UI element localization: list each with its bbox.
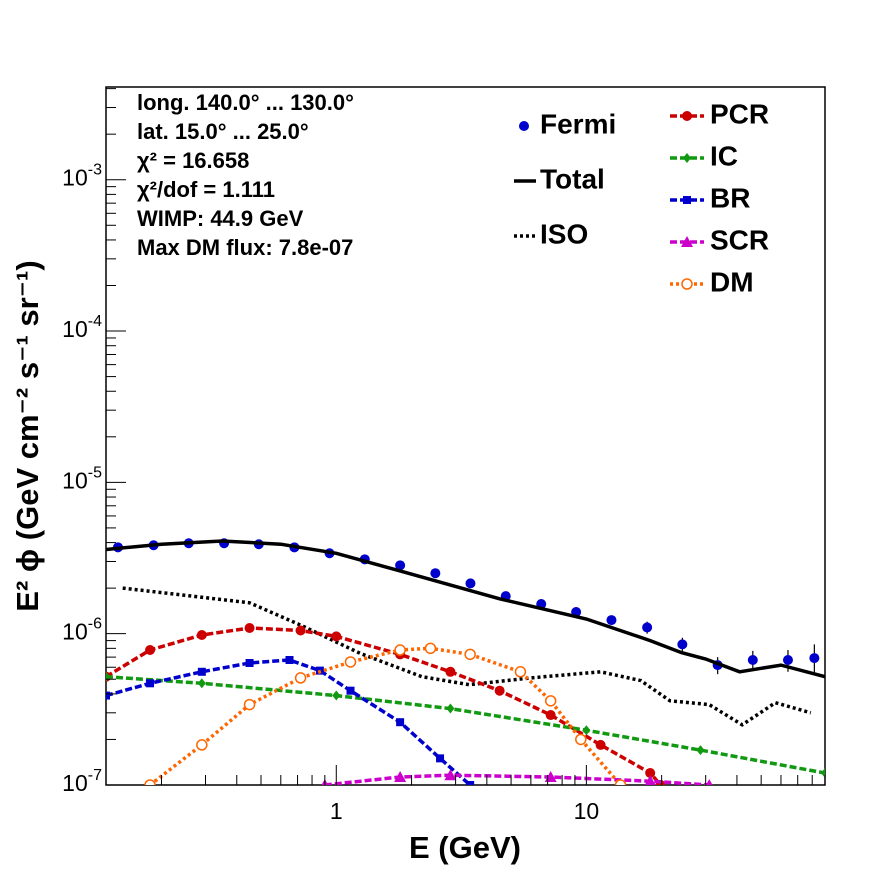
x-tick-label: 1 (330, 798, 343, 824)
y-tick-label: 10-4 (62, 313, 102, 342)
marker (464, 648, 476, 661)
marker (344, 656, 357, 668)
legend-item: DM (670, 266, 754, 297)
marker (144, 779, 156, 785)
marker (582, 725, 591, 736)
annotation: χ² = 16.658 (137, 148, 249, 173)
marker (575, 733, 587, 746)
annotation: χ²/dof = 1.111 (137, 177, 275, 202)
marker (747, 654, 758, 665)
series-line (324, 773, 710, 785)
marker (545, 710, 556, 721)
marker (466, 781, 475, 785)
plot-frame (105, 86, 826, 786)
legend-marker (681, 236, 693, 247)
marker (809, 653, 820, 664)
marker (424, 642, 437, 655)
marker (394, 644, 406, 656)
marker (395, 560, 406, 571)
annotation: WIMP: 44.9 GeV (137, 206, 304, 231)
series-line (106, 539, 825, 679)
marker (245, 659, 254, 668)
marker (445, 666, 456, 677)
y-tick-label: 10-7 (62, 767, 102, 796)
marker (446, 703, 455, 714)
legend-marker (682, 111, 692, 121)
legend-item: PCR (670, 98, 769, 129)
marker (197, 667, 206, 676)
marker (614, 779, 627, 785)
series-line (106, 626, 662, 785)
annotation: Max DM flux: 7.8e-07 (137, 235, 353, 260)
marker (494, 685, 505, 696)
legend-label: DM (710, 266, 754, 297)
marker (595, 739, 606, 750)
legend-item: ISO (514, 218, 588, 249)
marker (782, 654, 793, 665)
x-tick-label: 10 (574, 798, 600, 824)
marker (346, 686, 355, 695)
legend-marker (681, 278, 693, 290)
x-axis-title: E (GeV) (409, 830, 521, 865)
marker (243, 698, 256, 711)
marker (514, 666, 527, 678)
marker (430, 568, 441, 579)
legend-item: Fermi (519, 108, 616, 139)
marker (821, 768, 825, 779)
marker (465, 578, 476, 589)
series-line (106, 674, 825, 775)
legend-item: BR (670, 182, 750, 213)
series-line (122, 586, 812, 727)
legend-label: Total (540, 163, 605, 194)
marker (705, 779, 713, 785)
y-axis-title: E² ϕ (GeV cm⁻² s⁻¹ sr⁻¹) (10, 260, 45, 611)
y-tick-label: 10-3 (62, 162, 102, 191)
legend-item: SCR (670, 224, 769, 255)
marker (285, 655, 294, 664)
series-line (148, 646, 622, 785)
legend-marker (519, 121, 529, 131)
marker (606, 615, 617, 626)
series-line (106, 658, 472, 785)
marker (332, 690, 341, 701)
marker (294, 672, 307, 684)
marker (394, 770, 407, 782)
marker (145, 645, 156, 656)
legend-label: ISO (540, 218, 588, 249)
legend-label: PCR (710, 98, 769, 129)
marker (106, 691, 110, 700)
legend-label: BR (710, 182, 750, 213)
marker (396, 718, 405, 727)
legend-marker (683, 153, 691, 163)
legend-item: IC (670, 140, 738, 171)
legend-label: Fermi (540, 108, 616, 139)
y-tick-label: 10-6 (62, 616, 102, 645)
plot-area (106, 538, 825, 785)
legend-label: SCR (710, 224, 769, 255)
marker (696, 745, 705, 756)
marker (146, 679, 155, 688)
marker (331, 631, 342, 642)
marker (544, 695, 557, 707)
legend-item: Total (514, 163, 605, 194)
marker (196, 739, 208, 751)
marker (196, 630, 207, 641)
marker (244, 623, 255, 634)
marker (644, 775, 656, 785)
annotation: long. 140.0° ... 130.0° (137, 90, 354, 115)
legend-marker (683, 196, 691, 204)
y-tick-label: 10-5 (62, 465, 102, 494)
marker (444, 769, 457, 781)
marker (642, 622, 653, 633)
annotation: lat. 15.0° ... 25.0° (137, 119, 309, 144)
marker (197, 678, 206, 689)
marker (645, 768, 656, 779)
marker (436, 754, 445, 763)
marker (295, 625, 306, 636)
marker (677, 639, 688, 650)
legend-label: IC (710, 140, 738, 171)
